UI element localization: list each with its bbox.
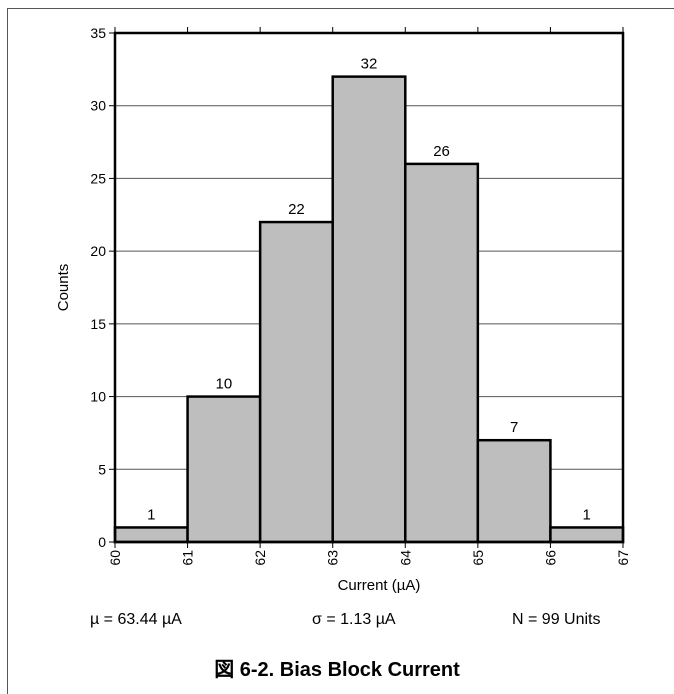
bar-data-label: 10 xyxy=(216,376,233,393)
bar-data-label: 1 xyxy=(583,506,591,523)
y-tick-label: 5 xyxy=(98,461,106,477)
y-tick-label: 15 xyxy=(90,316,106,332)
y-tick-label: 10 xyxy=(90,389,106,405)
y-tick-label: 30 xyxy=(90,98,106,114)
y-tick-label: 20 xyxy=(90,243,106,259)
figure-caption: 図 6-2. Bias Block Current xyxy=(0,653,674,682)
y-tick-label: 35 xyxy=(90,25,106,41)
histogram-bar xyxy=(405,164,478,542)
stat-sample-count: N = 99 Units xyxy=(512,611,600,629)
bar-data-label: 26 xyxy=(433,143,450,160)
histogram-bar xyxy=(115,527,188,542)
bar-data-label: 1 xyxy=(147,506,155,523)
histogram-bar xyxy=(478,440,551,542)
histogram-bar xyxy=(333,77,406,542)
y-tick-label: 25 xyxy=(90,170,106,186)
bar-data-label: 32 xyxy=(361,56,378,73)
histogram-bar xyxy=(188,397,261,542)
y-tick-label: 0 xyxy=(98,534,106,550)
x-tick-label: 63 xyxy=(325,550,341,566)
x-tick-label: 66 xyxy=(542,550,558,566)
histogram-bar xyxy=(550,527,623,542)
y-axis-label: Counts xyxy=(55,264,72,312)
x-tick-label: 61 xyxy=(180,550,196,566)
x-tick-label: 62 xyxy=(252,550,268,566)
bar-data-label: 7 xyxy=(510,419,518,436)
stat-mean: µ = 63.44 µA xyxy=(90,611,182,629)
bar-data-label: 22 xyxy=(288,201,305,218)
x-tick-label: 64 xyxy=(397,550,413,566)
x-tick-label: 65 xyxy=(470,550,486,566)
x-tick-label: 60 xyxy=(107,550,123,566)
stat-std-dev: σ = 1.13 µA xyxy=(312,611,396,629)
histogram-bar xyxy=(260,222,333,542)
x-axis-label: Current (µA) xyxy=(338,577,421,594)
x-tick-label: 67 xyxy=(615,550,631,566)
